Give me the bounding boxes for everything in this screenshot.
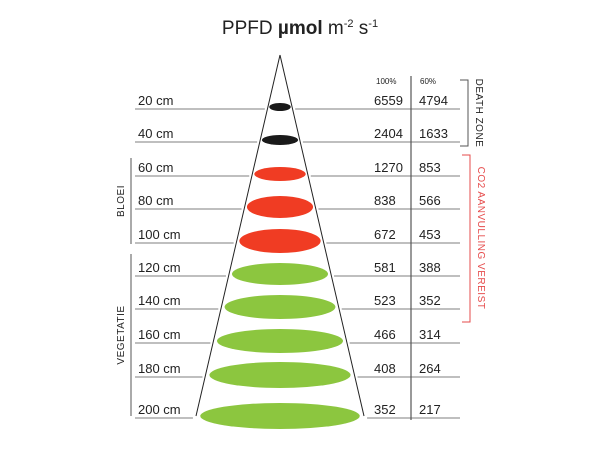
co2-label: CO2 AANVULLING VEREIST bbox=[475, 167, 486, 310]
vegetatie-label: VEGETATIE bbox=[116, 305, 127, 364]
light-spot-death bbox=[269, 103, 291, 111]
ppfd-60-value: 217 bbox=[419, 402, 441, 417]
chart-title: PPFD µmol m-2 s-1 bbox=[222, 18, 378, 39]
light-spot-vegetatie bbox=[231, 263, 329, 285]
light-spot-bloei bbox=[239, 229, 321, 253]
light-spot-bloei bbox=[246, 196, 314, 218]
title-exp1: -2 bbox=[344, 18, 354, 30]
ppfd-60-value: 1633 bbox=[419, 126, 448, 141]
ppfd-100-value: 6559 bbox=[374, 93, 403, 108]
light-spot-bloei bbox=[254, 167, 306, 181]
distance-label: 40 cm bbox=[138, 126, 173, 141]
title-rest: m bbox=[323, 18, 344, 39]
co2-bracket bbox=[462, 154, 471, 323]
ppfd-100-value: 408 bbox=[374, 361, 396, 376]
title-exp2: -1 bbox=[368, 18, 378, 30]
light-cone bbox=[195, 54, 365, 417]
light-spot-vegetatie bbox=[217, 329, 343, 353]
ppfd-100-value: 672 bbox=[374, 227, 396, 242]
light-spot-vegetatie bbox=[224, 295, 336, 319]
distance-label: 200 cm bbox=[138, 402, 181, 417]
ppfd-60-value: 4794 bbox=[419, 93, 448, 108]
death-zone-label: DEATH ZONE bbox=[473, 79, 484, 148]
ppfd-60-value: 853 bbox=[419, 160, 441, 175]
light-spot-death bbox=[261, 135, 299, 145]
death-zone-bracket bbox=[460, 79, 469, 147]
ppfd-60-value: 264 bbox=[419, 361, 441, 376]
ppfd-100-value: 523 bbox=[374, 293, 396, 308]
light-spot-vegetatie bbox=[209, 362, 351, 388]
ppfd-100-value: 1270 bbox=[374, 160, 403, 175]
ppfd-100-value: 466 bbox=[374, 327, 396, 342]
ppfd-60-value: 388 bbox=[419, 260, 441, 275]
ppfd-60-value: 453 bbox=[419, 227, 441, 242]
distance-label: 160 cm bbox=[138, 327, 181, 342]
distance-label: 140 cm bbox=[138, 293, 181, 308]
ppfd-100-value: 2404 bbox=[374, 126, 403, 141]
title-unit: µmol bbox=[278, 18, 323, 39]
distance-label: 80 cm bbox=[138, 193, 173, 208]
title-s: s bbox=[354, 18, 369, 39]
ppfd-100-value: 352 bbox=[374, 402, 396, 417]
distance-label: 60 cm bbox=[138, 160, 173, 175]
distance-label: 20 cm bbox=[138, 93, 173, 108]
ppfd-60-value: 314 bbox=[419, 327, 441, 342]
distance-label: 100 cm bbox=[138, 227, 181, 242]
ppfd-60-value: 352 bbox=[419, 293, 441, 308]
rows-layer: 20 cm 6559 4794 40 cm 2404 1633 60 cm 1270 853 80… bbox=[135, 93, 460, 429]
bloei-label: BLOEI bbox=[116, 185, 127, 217]
distance-label: 180 cm bbox=[138, 361, 181, 376]
light-spot-vegetatie bbox=[200, 403, 360, 429]
ppfd-100-value: 838 bbox=[374, 193, 396, 208]
ppfd-100-value: 581 bbox=[374, 260, 396, 275]
column-header-100: 100% bbox=[376, 77, 396, 86]
title-prefix: PPFD bbox=[222, 18, 278, 39]
ppfd-60-value: 566 bbox=[419, 193, 441, 208]
distance-label: 120 cm bbox=[138, 260, 181, 275]
column-header-60: 60% bbox=[420, 77, 436, 86]
